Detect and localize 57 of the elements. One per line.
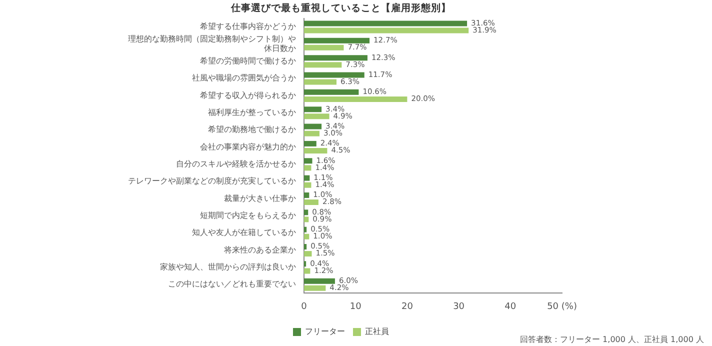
bar [304, 124, 322, 130]
bar [304, 244, 307, 250]
bar [304, 182, 312, 188]
bar [304, 165, 312, 171]
y-tick-label: 裁量が大きい仕事か [224, 194, 296, 203]
bar [304, 278, 335, 284]
bar [304, 285, 326, 291]
y-tick-label: 会社の事業内容が魅力的か [200, 142, 296, 152]
y-tick-label: 家族や知人、世間からの評判は良いか [160, 262, 296, 272]
y-tick-label: 短期間で内定をもらえるか [200, 210, 296, 220]
y-tick-label: 希望する収入が得られるか [200, 90, 296, 100]
chart-title: 仕事選びで最も重視していること【雇用形態別】 [230, 2, 451, 14]
y-tick-label: 知人や友人が在籍しているか [192, 228, 296, 238]
bar [304, 130, 320, 136]
bar [304, 216, 309, 222]
y-tick-label: 福利厚生が整っているか [208, 108, 296, 117]
bar [304, 234, 310, 240]
y-tick-label: 希望の労働時間で働けるか [200, 56, 296, 66]
bar [304, 38, 370, 44]
x-tick-label: 50 (%) [547, 302, 577, 312]
y-tick-label: 理想的な勤務時間（固定勤務制やシフト制）や休日数か [128, 34, 296, 54]
bar [304, 55, 368, 61]
y-tick-label: テレワークや副業などの制度が充実しているか [128, 176, 296, 186]
bar [304, 79, 337, 85]
x-tick-label: 10 [350, 302, 362, 312]
y-tick-label: 将来性のある企業か [223, 245, 296, 254]
x-tick-label: 0 [301, 302, 308, 312]
bar [304, 200, 318, 206]
bar [304, 268, 310, 274]
bar [304, 251, 312, 257]
bar [304, 192, 310, 198]
legend-label: フリーター [305, 327, 345, 336]
bar [304, 72, 364, 78]
text: 回答者数：フリーター 1,000 人、正社員 1,000 人 [520, 335, 704, 344]
bar [304, 158, 312, 164]
bar [304, 140, 316, 146]
legend-label: 正社員 [365, 327, 389, 336]
x-tick-label: 20 [401, 302, 414, 312]
bar [304, 210, 308, 216]
bar [304, 226, 307, 232]
y-tick-label: 自分のスキルや経験を活かせるか [176, 159, 296, 168]
bar [304, 114, 330, 120]
bar [304, 106, 322, 112]
y-tick-label: 希望の勤務地で働けるか [208, 125, 296, 134]
y-tick-label: この中にはない／どれも重要でない [168, 280, 296, 289]
y-tick-label: 希望する仕事内容かどうか [200, 22, 296, 32]
bar [304, 44, 344, 50]
y-tick-label: 社風や職場の雰囲気が合うか [192, 74, 296, 83]
x-tick-label: 40 [504, 302, 516, 312]
x-tick-label: 30 [453, 302, 465, 312]
bar [304, 28, 469, 34]
bar [304, 62, 342, 68]
bar [304, 96, 408, 102]
bar [304, 148, 328, 154]
bar [304, 20, 468, 26]
bar [304, 89, 359, 95]
bar [304, 175, 310, 181]
